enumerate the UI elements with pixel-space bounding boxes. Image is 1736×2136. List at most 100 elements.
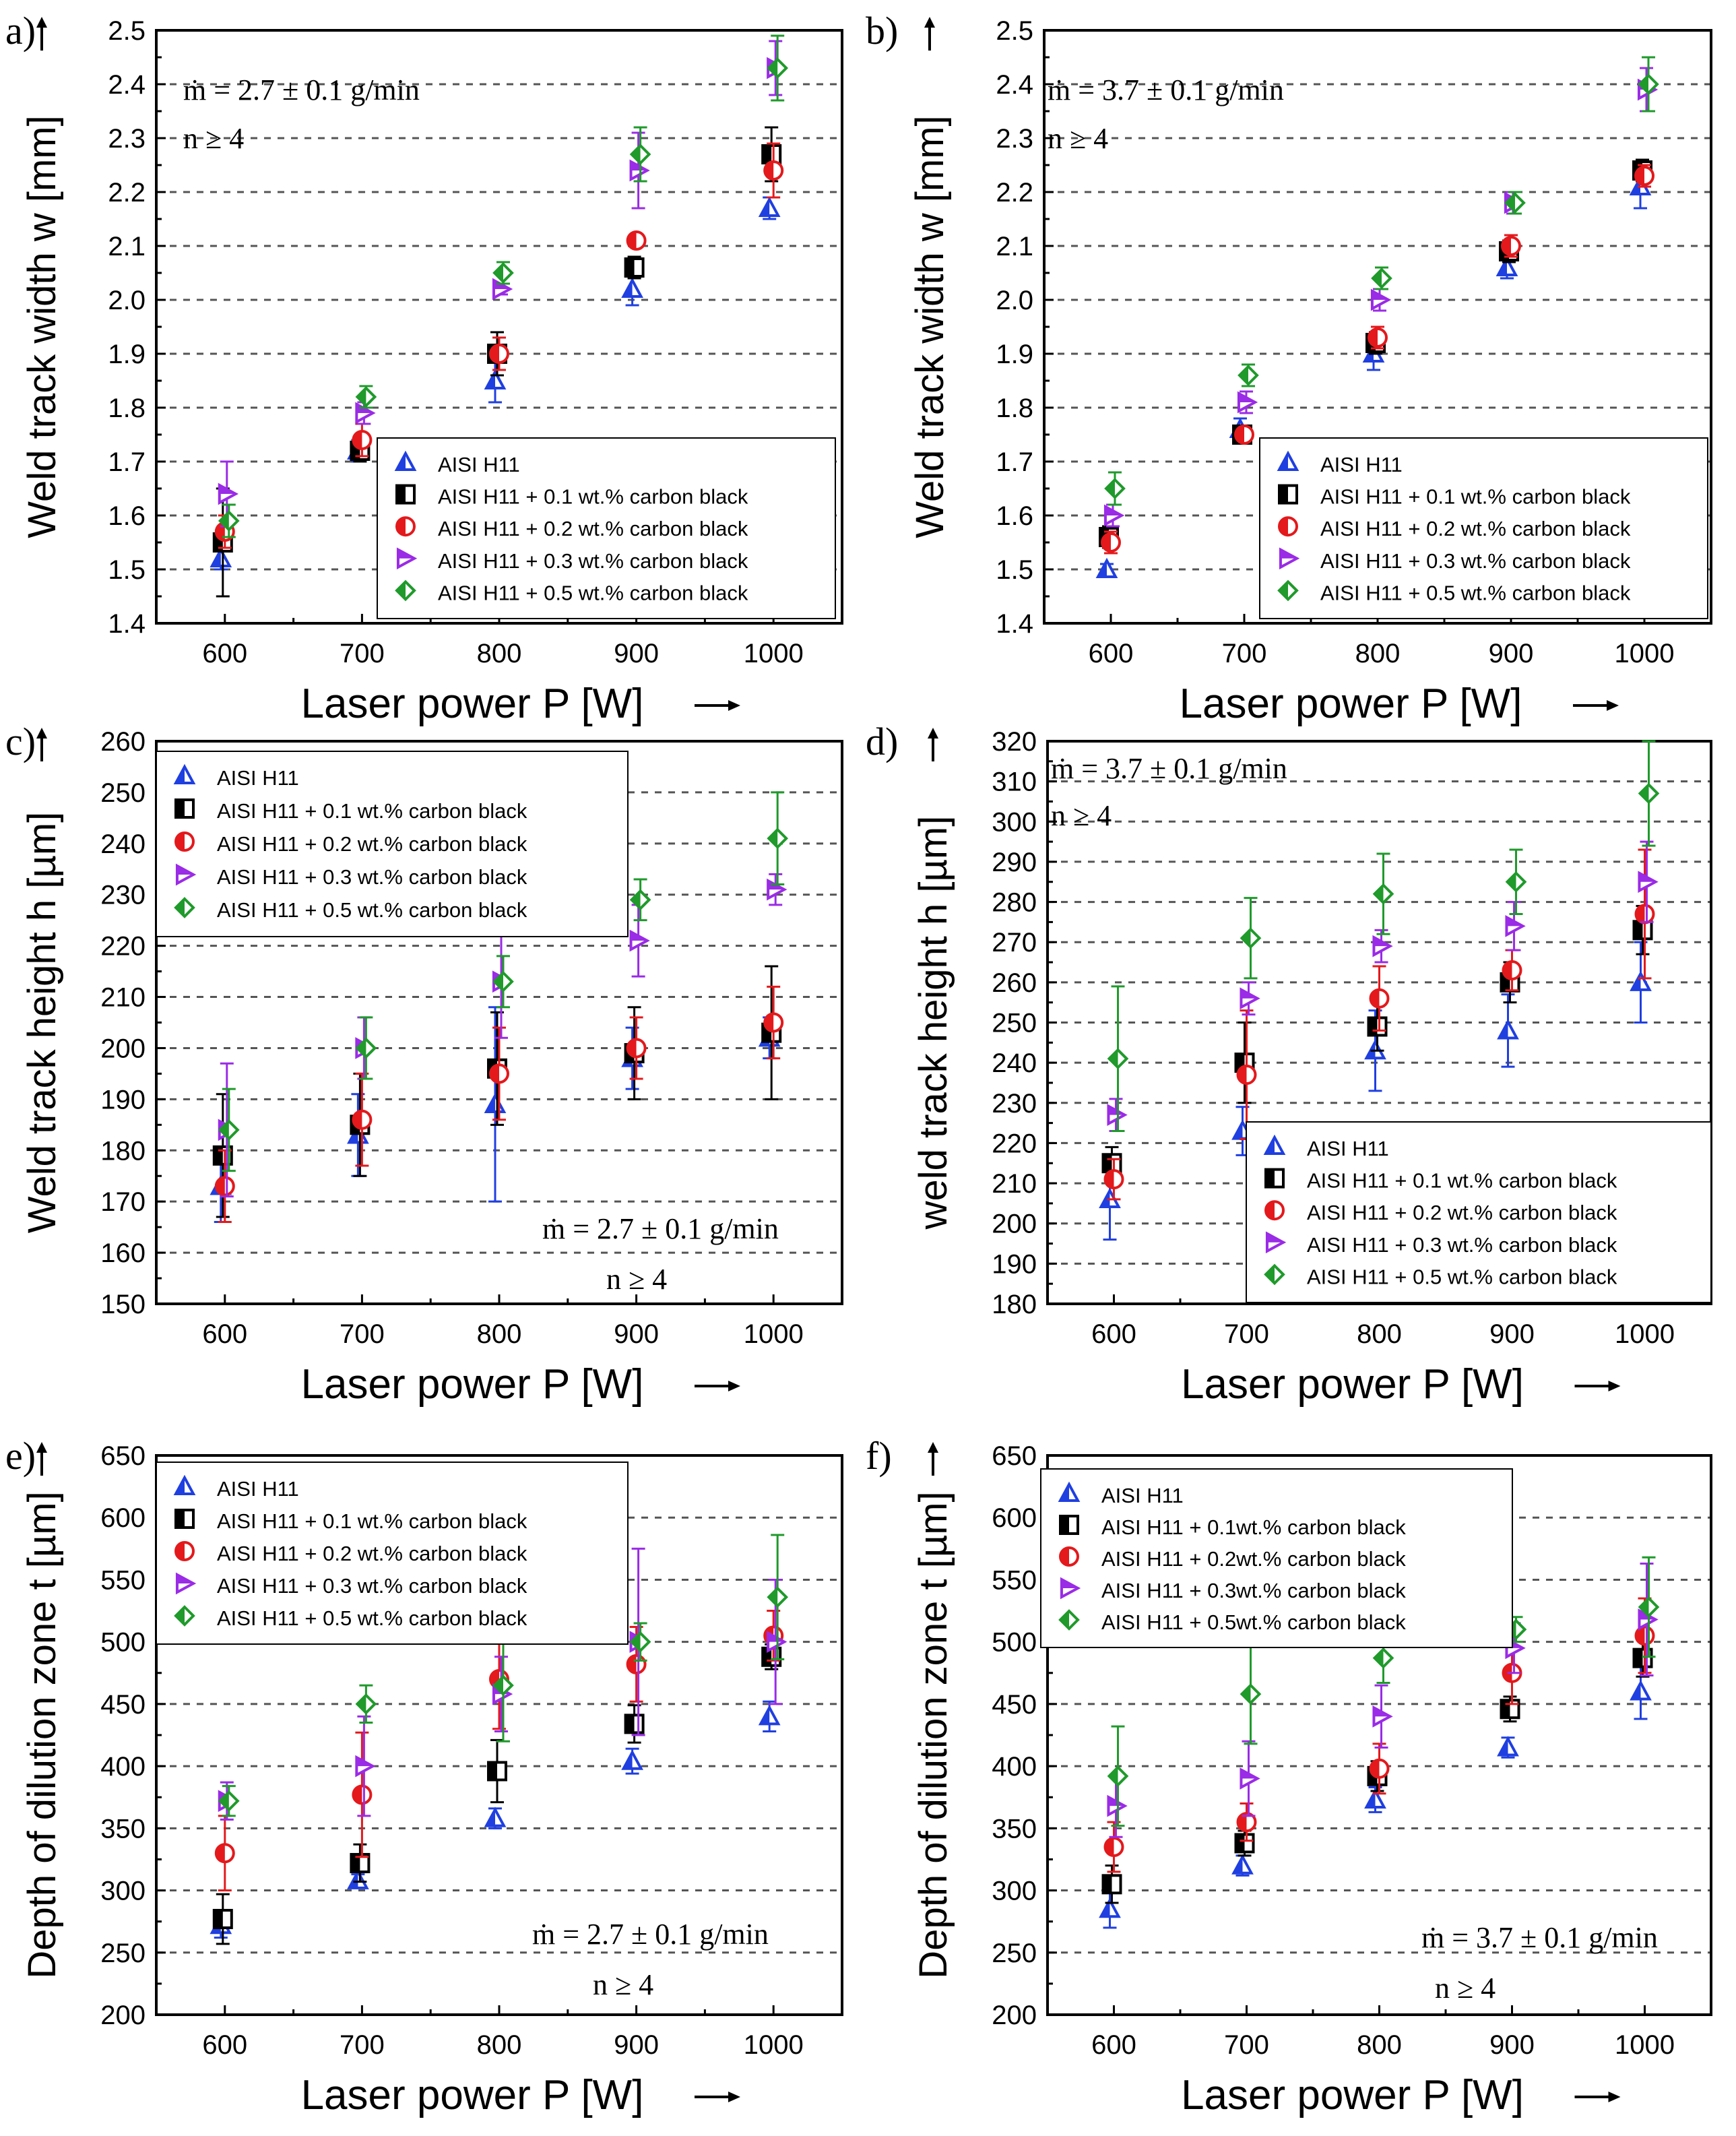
data-point-fill [1507, 873, 1516, 891]
legend-marker-fill [1266, 1169, 1275, 1187]
data-point-fill [627, 232, 637, 249]
legend-label: AISI H11 + 0.2 wt.% carbon black [217, 1542, 527, 1565]
legend-label: AISI H11 + 0.5 wt.% carbon black [217, 1606, 527, 1630]
panel-label: e) [5, 1434, 36, 1478]
legend-marker-fill [1279, 582, 1288, 600]
x-tick-label: 700 [340, 639, 385, 668]
x-tick-label: 1000 [1615, 2030, 1675, 2060]
data-point-fill [494, 264, 503, 282]
legend-label: AISI H11 [217, 1477, 299, 1501]
y-tick-label: 1.8 [996, 394, 1033, 423]
data-point-fill [1102, 534, 1111, 551]
data-point-fill [1499, 1738, 1508, 1755]
data-point-fill [1506, 194, 1515, 212]
legend-marker-fill [176, 833, 185, 850]
data-point-fill [220, 1792, 229, 1810]
y-tick-label: 550 [100, 1565, 146, 1595]
y-tick-label: 220 [100, 932, 146, 962]
legend-marker-fill [1266, 1137, 1275, 1154]
chart-panel-5: 200 250 300 350 400 450 500 550 600 650 600 700 800 9… [5, 1434, 843, 2118]
data-point-fill [486, 1809, 495, 1826]
y-tick-label: 2.5 [996, 16, 1033, 46]
data-point-fill [216, 1844, 225, 1862]
y-tick-label: 1.9 [996, 340, 1033, 369]
x-axis-label: Laser power P [W] [301, 2072, 644, 2118]
panel-label: f) [866, 1434, 892, 1478]
legend-marker-fill [1060, 1548, 1069, 1565]
y-tick-label: 550 [992, 1565, 1037, 1595]
legend-marker-fill [1279, 517, 1288, 536]
x-axis-arrow-head [728, 700, 740, 711]
y-tick-label: 1.6 [996, 501, 1033, 531]
data-point-fill [1241, 989, 1258, 999]
data-point-fill [763, 146, 772, 163]
data-point-fill [356, 1757, 373, 1767]
data-point-fill [1632, 973, 1641, 990]
x-tick-label: 600 [202, 639, 247, 668]
y-tick-label: 1.6 [108, 501, 146, 531]
legend-marker-fill [176, 1575, 193, 1583]
x-axis-arrow-head [728, 2092, 740, 2102]
x-tick-label: 900 [614, 639, 659, 668]
series-5 [1107, 740, 1660, 1133]
y-tick-label: 1.7 [996, 447, 1033, 477]
data-point-fill [1636, 905, 1645, 923]
data-point-fill [1237, 1066, 1247, 1084]
data-point-fill [631, 146, 641, 163]
data-point-fill [1103, 1154, 1112, 1172]
data-point-fill [220, 1121, 229, 1139]
x-axis-label: Laser power P [W] [1181, 1361, 1524, 1408]
panel-label: c) [5, 720, 36, 763]
data-point-fill [769, 829, 778, 848]
data-point-fill [1108, 1797, 1125, 1807]
data-point-fill [631, 891, 641, 909]
y-tick-label: 210 [100, 983, 146, 1013]
legend-marker-fill [1060, 1516, 1069, 1534]
plot-frame [1046, 740, 1712, 1305]
y-tick-label: 2.3 [108, 124, 146, 154]
data-point-fill [486, 1095, 495, 1112]
y-axis-label: Depth of dilution zone t [µm] [911, 1491, 955, 1978]
y-axis-label: Depth of dilution zone t [µm] [20, 1491, 64, 1978]
x-tick-label: 700 [1222, 639, 1267, 668]
series-5 [1104, 56, 1659, 506]
x-tick-label: 900 [1489, 639, 1534, 668]
legend-marker-fill [397, 453, 406, 470]
data-point-fill [769, 1588, 778, 1606]
y-tick-label: 290 [992, 848, 1037, 877]
plot-frame [155, 740, 843, 1305]
data-point-fill [627, 1039, 637, 1057]
x-tick-label: 800 [477, 639, 522, 668]
y-tick-label: 650 [992, 1441, 1037, 1471]
y-axis-label: weld track height h [µm] [911, 816, 955, 1230]
sample-count-annotation: n ≥ 4 [183, 122, 244, 155]
series-5 [218, 34, 789, 538]
feed-rate-annotation: ṁ = 2.7 ± 0.1 g/min [532, 1918, 769, 1951]
y-axis-label: Weld track width w [mm] [908, 115, 952, 538]
legend-box [377, 437, 836, 619]
data-point-fill [353, 1110, 362, 1129]
x-tick-label: 600 [1091, 2030, 1136, 2060]
y-tick-label: 240 [100, 829, 146, 859]
y-tick-label: 600 [100, 1503, 146, 1533]
y-tick-label: 300 [100, 1877, 146, 1906]
data-point-fill [1233, 1856, 1243, 1873]
legend-label: AISI H11 + 0.3 wt.% carbon black [1307, 1233, 1617, 1257]
data-point-fill [353, 431, 362, 449]
data-point-fill [631, 932, 647, 941]
data-point-fill [1109, 1767, 1118, 1785]
legend-label: AISI H11 + 0.5 wt.% carbon black [217, 898, 527, 922]
legend-label: AISI H11 + 0.3wt.% carbon black [1101, 1579, 1406, 1602]
data-point-fill [1370, 989, 1380, 1007]
y-tick-label: 2.2 [996, 178, 1033, 208]
data-point-fill [1634, 1649, 1643, 1667]
data-point-fill [1235, 426, 1244, 443]
data-point-fill [212, 550, 221, 567]
plot-frame [1046, 1454, 1712, 2016]
data-point-fill [1368, 1017, 1378, 1036]
legend: AISI H11 AISI H11 + 0.1wt.% carbon black A… [1040, 1468, 1513, 1648]
sample-count-annotation: n ≥ 4 [593, 1968, 653, 2001]
legend-marker-fill [176, 767, 185, 784]
legend-marker-fill [176, 1510, 185, 1528]
legend-marker-fill [397, 485, 406, 503]
